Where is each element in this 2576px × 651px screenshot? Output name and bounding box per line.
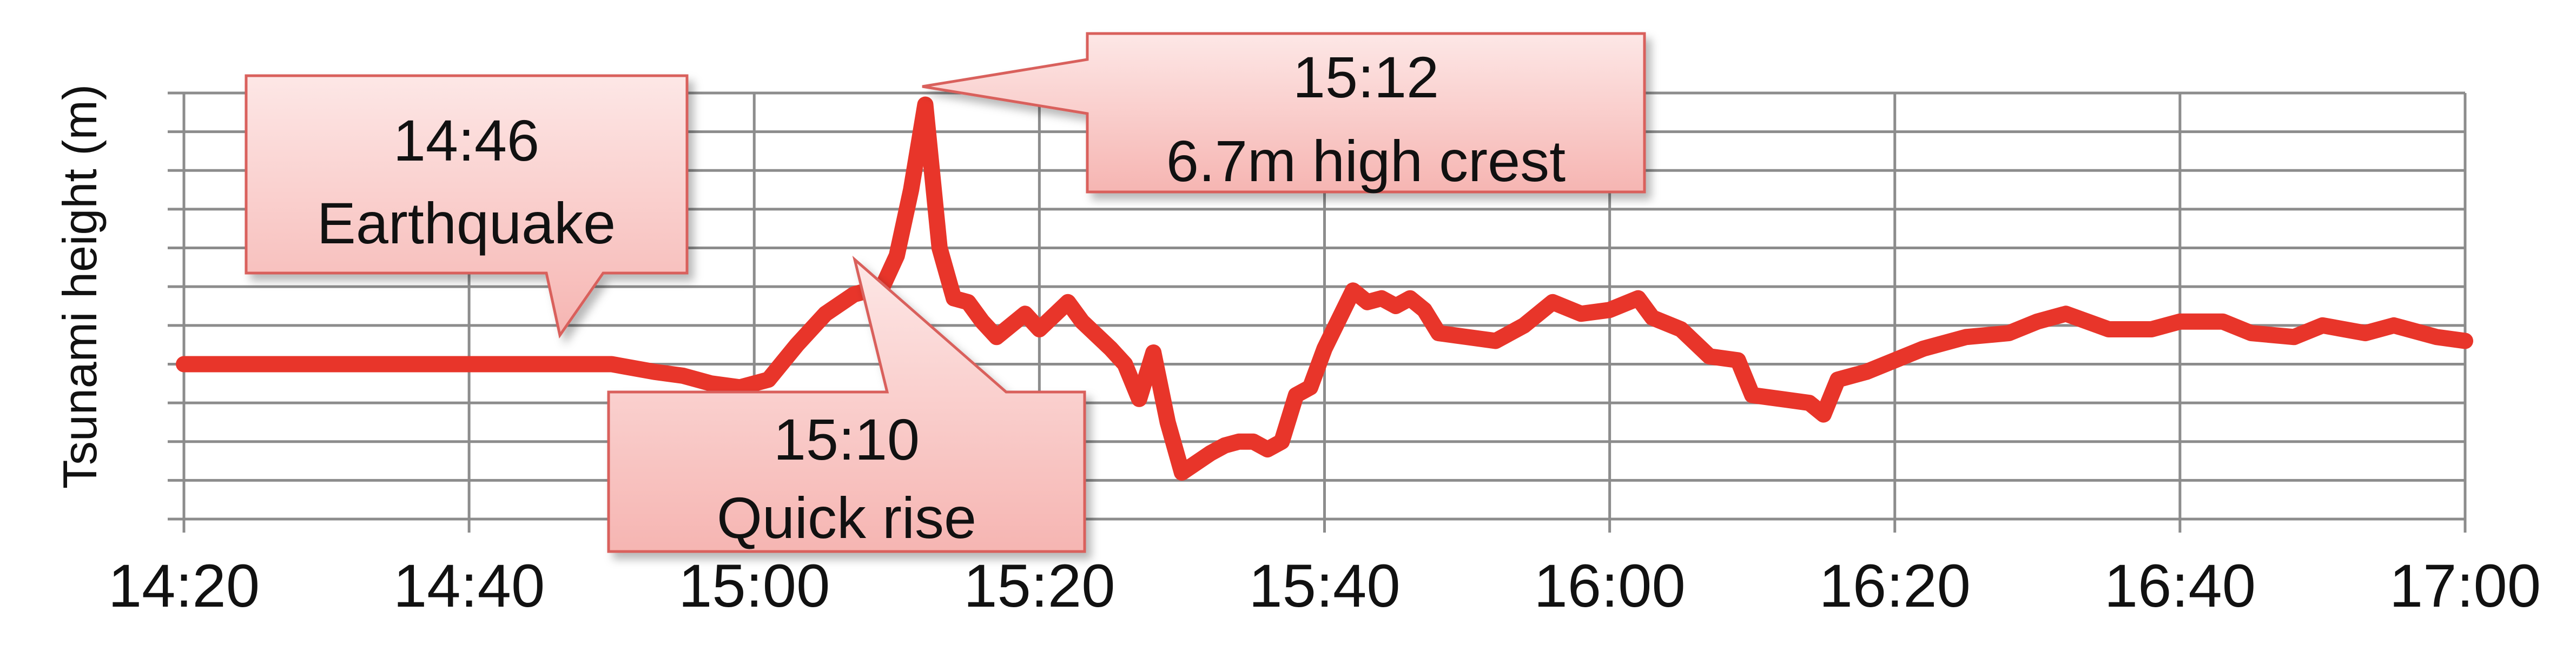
- x-tick-label: 16:20: [1819, 552, 1971, 620]
- x-tick-label: 16:00: [1534, 552, 1685, 620]
- crest-callout-time: 15:12: [1293, 44, 1439, 110]
- y-axis-label: Tsunami height (m): [53, 84, 107, 489]
- x-tick-label: 15:40: [1249, 552, 1400, 620]
- x-tick-label: 15:20: [963, 552, 1115, 620]
- earthquake-callout: [245, 74, 689, 339]
- quick-rise-callout-text: Quick rise: [717, 485, 976, 550]
- crest-callout: [922, 32, 1646, 194]
- x-tick-label: 14:40: [393, 552, 545, 620]
- x-tick-label: 14:20: [108, 552, 260, 620]
- earthquake-callout-time: 14:46: [393, 108, 539, 173]
- series-line: [176, 96, 2473, 481]
- earthquake-callout-text: Earthquake: [317, 190, 616, 256]
- quick-rise-callout-time: 15:10: [774, 407, 920, 472]
- x-axis-ticks: 14:20 14:40 15:00 15:20 15:40 16:00 16:20 16:40…: [108, 552, 2541, 620]
- crest-callout-text: 6.7m high crest: [1166, 128, 1566, 194]
- quick-rise-callout: [607, 255, 1086, 553]
- x-tick-label: 17:00: [2389, 552, 2541, 620]
- x-tick-label: 15:00: [678, 552, 830, 620]
- x-tick-label: 16:40: [2104, 552, 2256, 620]
